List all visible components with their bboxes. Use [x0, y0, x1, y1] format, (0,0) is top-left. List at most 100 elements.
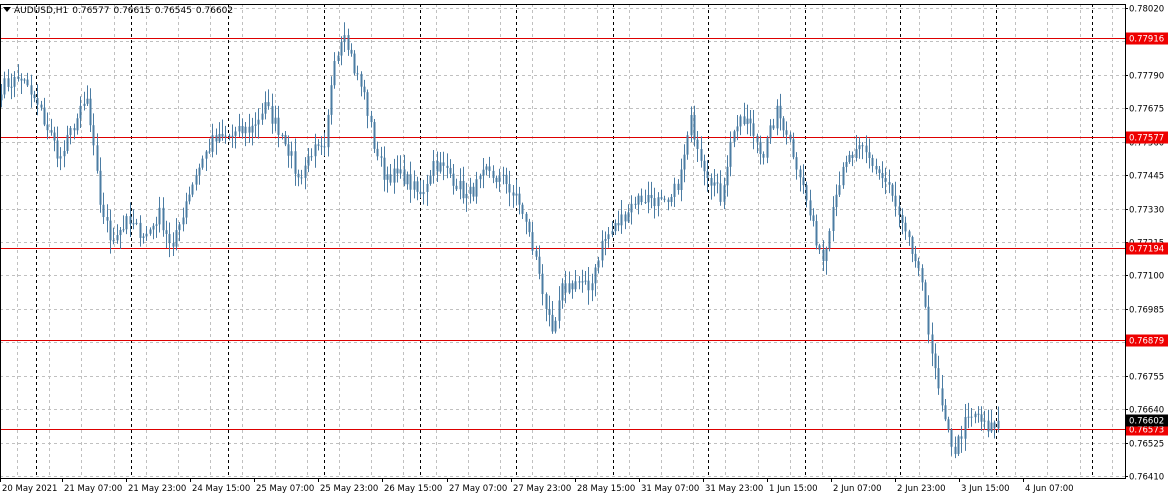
- candle-body: [0, 94, 3, 101]
- candle-body: [234, 131, 237, 136]
- candle-body: [693, 115, 696, 140]
- candle-body: [182, 217, 185, 225]
- candle-body: [366, 92, 369, 116]
- time-axis[interactable]: 20 May 2021 21 May 07:00 21 May 23:00 24 Ma…: [0, 478, 1074, 494]
- candle-body: [914, 253, 917, 262]
- candle-body: [782, 118, 785, 131]
- candle-body: [719, 183, 722, 202]
- candle-body: [106, 217, 109, 221]
- candle-body: [584, 280, 587, 282]
- candle-body: [26, 79, 29, 86]
- candle-body: [406, 174, 409, 185]
- candle-body: [284, 134, 287, 145]
- candle-body: [627, 212, 630, 222]
- candle-body: [578, 281, 581, 283]
- candle-body: [591, 283, 594, 291]
- candle-body: [743, 116, 746, 125]
- candle-body: [360, 73, 363, 87]
- level-label: 0.76879: [1129, 337, 1164, 347]
- candle-body: [703, 160, 706, 172]
- candle-body: [20, 78, 23, 81]
- candle-body: [162, 207, 165, 231]
- candle-body: [980, 414, 983, 422]
- open-value: 0.76577: [72, 6, 110, 16]
- period-separators: [36, 4, 1093, 478]
- y-tick-label: 0.77675: [1129, 105, 1164, 115]
- candle-body: [228, 135, 231, 137]
- candle-body: [96, 145, 99, 171]
- candle-body: [119, 230, 122, 236]
- candle-body: [43, 107, 46, 125]
- candle-body: [205, 151, 208, 159]
- candle-body: [993, 422, 996, 429]
- candle-body: [452, 173, 455, 186]
- candle-body: [3, 78, 6, 95]
- candle-body: [891, 184, 894, 196]
- candle-body: [937, 368, 940, 389]
- candle-body: [521, 204, 524, 214]
- candle-body: [274, 117, 277, 124]
- candle-body: [300, 177, 303, 179]
- candle-body: [947, 419, 950, 430]
- candle-body: [409, 174, 412, 190]
- candle-body: [399, 169, 402, 174]
- candle-body: [848, 154, 851, 162]
- horizontal-levels: [0, 38, 1125, 430]
- candle-body: [934, 353, 937, 369]
- candle-body: [152, 225, 155, 230]
- candle-body: [624, 214, 627, 222]
- candle-body: [710, 178, 713, 186]
- candle-body: [845, 161, 848, 167]
- plot-frame: [0, 4, 1126, 479]
- candle-body: [337, 55, 340, 62]
- candle-body: [211, 135, 214, 152]
- candle-body: [987, 420, 990, 432]
- candle-body: [475, 179, 478, 197]
- low-value: 0.76545: [154, 6, 192, 16]
- dropdown-triangle-icon[interactable]: [3, 7, 11, 12]
- candle-body: [908, 231, 911, 238]
- candle-body: [23, 79, 26, 81]
- candle-body: [875, 165, 878, 170]
- candle-body: [376, 148, 379, 157]
- candle-body: [112, 240, 115, 242]
- candle-body: [442, 162, 445, 166]
- candle-body: [525, 213, 528, 222]
- y-tick-label: 0.76985: [1129, 306, 1164, 316]
- candle-body: [380, 156, 383, 158]
- candle-body: [571, 283, 574, 290]
- plot-border: [0, 4, 1126, 479]
- candle-body: [680, 169, 683, 191]
- candle-body: [165, 230, 168, 234]
- candle-body: [785, 130, 788, 135]
- candle-body: [53, 132, 56, 141]
- level-label: 0.76573: [1129, 426, 1164, 436]
- candle-body: [528, 221, 531, 233]
- candle-body: [716, 182, 719, 184]
- candle-body: [762, 153, 765, 158]
- candle-body: [888, 182, 891, 185]
- candle-body: [545, 294, 548, 309]
- candle-body: [343, 35, 346, 43]
- candle-body: [739, 116, 742, 127]
- candle-body: [756, 135, 759, 142]
- candle-body: [815, 221, 818, 246]
- candle-body: [706, 171, 709, 179]
- candle-body: [191, 184, 194, 195]
- candle-body: [924, 282, 927, 307]
- candle-body: [700, 148, 703, 161]
- candle-body: [548, 308, 551, 315]
- candle-body: [851, 154, 854, 158]
- candle-body: [696, 139, 699, 149]
- candle-body: [901, 215, 904, 223]
- y-tick-label: 0.77100: [1129, 272, 1164, 282]
- candle-body: [858, 145, 861, 150]
- candle-body: [818, 245, 821, 250]
- candle-body: [254, 124, 257, 126]
- candle-body: [492, 170, 495, 178]
- candle-body: [30, 85, 33, 95]
- candle-body: [455, 185, 458, 190]
- candle-body: [983, 420, 986, 422]
- candle-body: [574, 281, 577, 290]
